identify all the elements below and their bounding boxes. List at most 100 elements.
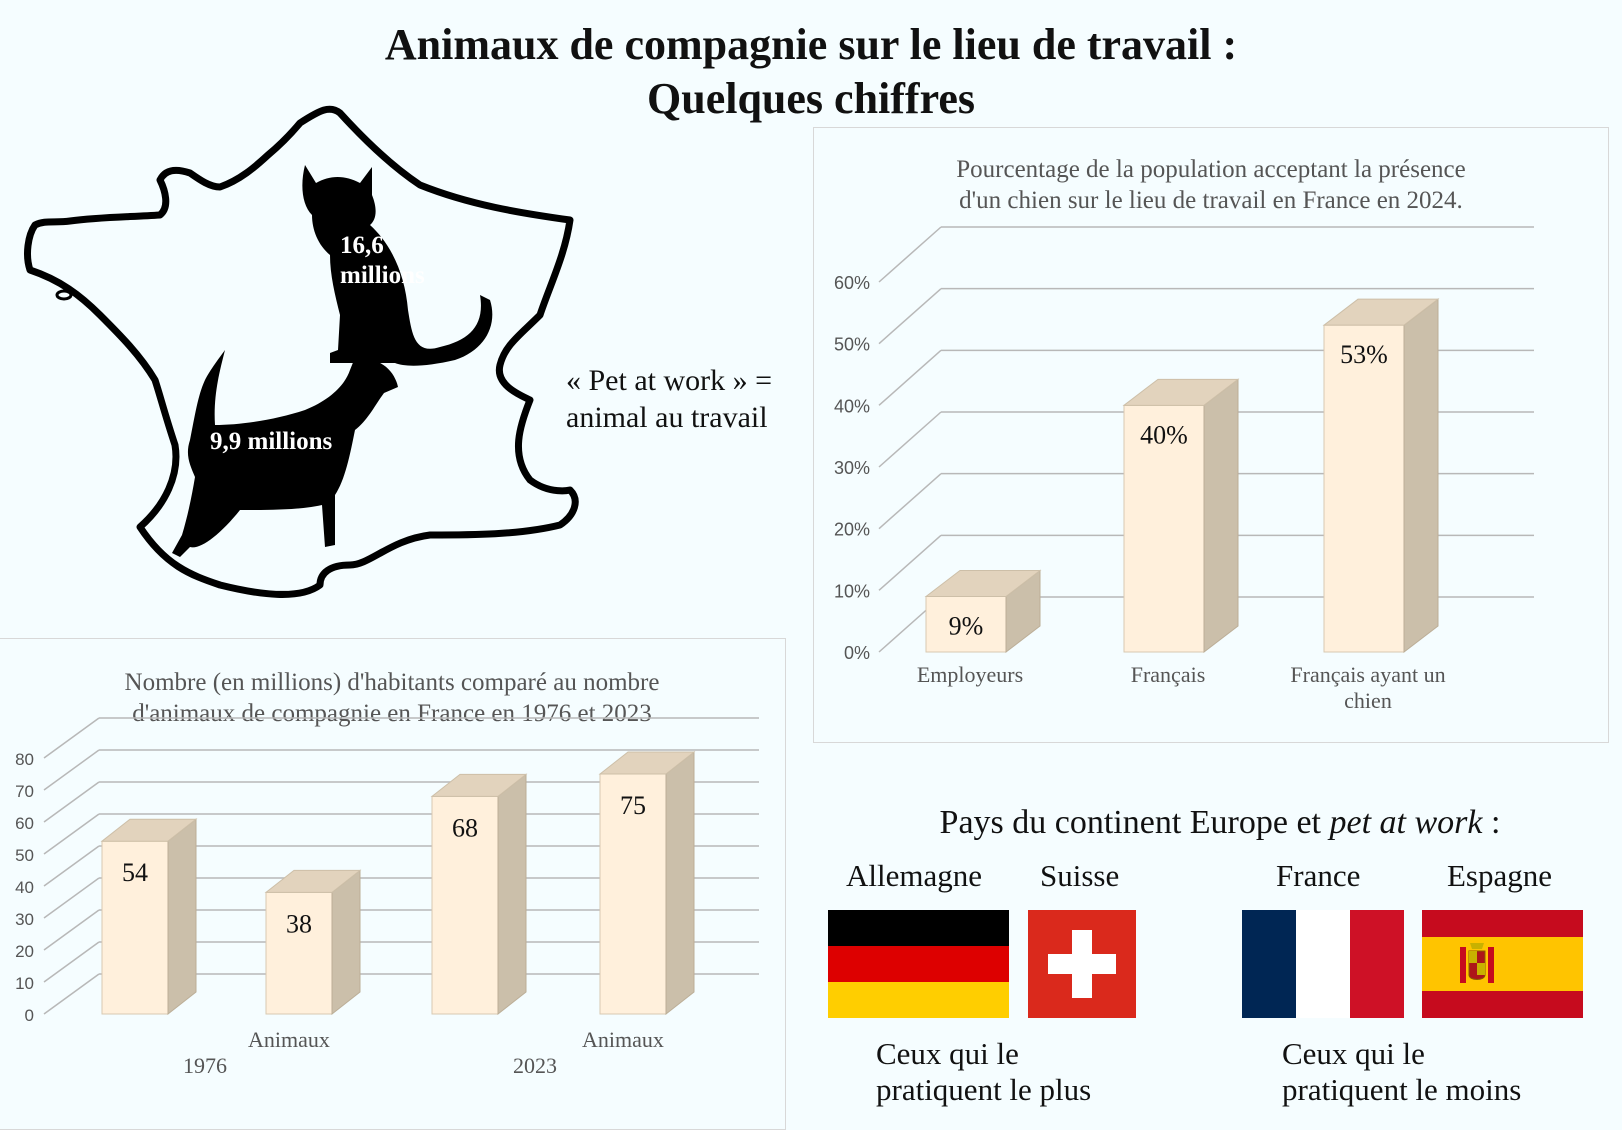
bar-side bbox=[167, 818, 197, 1016]
gridline-diagonal bbox=[43, 845, 100, 887]
gridline-diagonal bbox=[878, 226, 942, 283]
bar-top bbox=[598, 751, 696, 775]
dog-count-label: 9,9 millions bbox=[210, 428, 333, 455]
france-outline bbox=[24, 105, 579, 598]
caption-most-line-1: Ceux qui le bbox=[876, 1036, 1019, 1071]
data-label: 68 bbox=[452, 813, 478, 842]
y-tick-label: 30% bbox=[834, 458, 870, 478]
gridline-diagonal bbox=[878, 349, 942, 406]
island-shape bbox=[55, 289, 73, 301]
france-map-icon bbox=[24, 105, 579, 598]
bar-side bbox=[665, 750, 695, 1016]
definition-line-2: animal au travail bbox=[566, 401, 768, 434]
y-tick-label: 60 bbox=[15, 814, 34, 833]
bar-top bbox=[1322, 298, 1440, 326]
data-label: 38 bbox=[286, 909, 312, 938]
gridline-diagonal bbox=[43, 717, 100, 759]
page-title-line-1: Animaux de compagnie sur le lieu de trav… bbox=[384, 20, 1238, 69]
cat-icon bbox=[302, 165, 493, 366]
y-tick-label: 0% bbox=[844, 643, 870, 663]
cat-count-label: 16,6 millions bbox=[340, 231, 425, 291]
y-tick-label: 50 bbox=[15, 846, 34, 865]
x-category-label: Animaux bbox=[582, 1027, 664, 1052]
data-label: 40% bbox=[1140, 420, 1188, 449]
bar bbox=[265, 891, 333, 1015]
x-category-label: Animaux bbox=[248, 1027, 330, 1052]
chart-title-line-1: Pourcentage de la population acceptant l… bbox=[956, 156, 1466, 183]
bar bbox=[1123, 404, 1205, 653]
cat-count-value: 16,6 bbox=[340, 232, 384, 259]
europe-title-end: : bbox=[1482, 804, 1501, 841]
bar-top bbox=[430, 773, 528, 797]
chart-population-pets-plot: 0 10 20 30 40 50 60 70 80 54 38 68 75 Animaux Animaux 1… bbox=[15, 717, 759, 1078]
cat-count-unit: millions bbox=[340, 262, 425, 289]
x-category-label: Français bbox=[1131, 662, 1206, 687]
country-label-germany: Allemagne bbox=[846, 858, 983, 893]
gridline-diagonal bbox=[43, 781, 100, 823]
y-tick-label: 10 bbox=[15, 974, 34, 993]
data-label: 53% bbox=[1340, 340, 1388, 369]
x-category-label: chien bbox=[1344, 688, 1392, 713]
data-label: 54 bbox=[122, 858, 148, 887]
page-title-line-2: Quelques chiffres bbox=[647, 74, 975, 123]
france-flag-icon bbox=[1242, 910, 1404, 1018]
y-tick-label: 40% bbox=[834, 396, 870, 416]
country-label-switzerland: Suisse bbox=[1040, 858, 1120, 893]
y-tick-label: 60% bbox=[834, 273, 870, 293]
gridline-diagonal bbox=[43, 909, 100, 951]
gridline-diagonal bbox=[43, 941, 100, 983]
bar-top bbox=[924, 570, 1042, 597]
bar bbox=[1323, 324, 1405, 653]
bar bbox=[599, 773, 667, 1015]
country-label-france: France bbox=[1276, 858, 1361, 893]
y-tick-label: 10% bbox=[834, 581, 870, 601]
gridline-diagonal bbox=[43, 813, 100, 855]
data-label: 9% bbox=[949, 612, 984, 641]
chart-dog-acceptance-title: Pourcentage de la population acceptant l… bbox=[814, 154, 1608, 216]
gridline-diagonal bbox=[878, 411, 942, 468]
chart-title-line-2: d'un chien sur le lieu de travail en Fra… bbox=[959, 187, 1463, 214]
chart-population-pets-title: Nombre (en millions) d'habitants comparé… bbox=[0, 667, 785, 729]
chart-dog-acceptance-plot: 0% 10% 20% 30% 40% 50% 60% 9% Employeurs 40% Franç… bbox=[834, 226, 1534, 713]
pet-at-work-definition: « Pet at work » = animal au travail bbox=[566, 362, 772, 436]
caption-most-line-2: pratiquent le plus bbox=[876, 1072, 1092, 1107]
dog-icon bbox=[172, 345, 398, 557]
data-label: 75 bbox=[620, 791, 646, 820]
gridline-diagonal bbox=[878, 473, 942, 530]
x-category-label: Employeurs bbox=[917, 662, 1023, 687]
bar-side bbox=[497, 773, 527, 1016]
x-category-label: Français ayant un bbox=[1290, 662, 1445, 687]
bar-side bbox=[331, 869, 361, 1016]
bar bbox=[431, 795, 499, 1015]
y-tick-label: 0 bbox=[25, 1006, 34, 1025]
x-group-label: 1976 bbox=[183, 1053, 227, 1078]
gridline-diagonal bbox=[878, 288, 942, 345]
bar-top bbox=[264, 869, 362, 893]
gridline-diagonal bbox=[43, 973, 100, 1015]
france-map-illustration: 16,6 millions 9,9 millions bbox=[0, 95, 600, 635]
bar-top bbox=[100, 818, 198, 842]
gridline-diagonal bbox=[43, 749, 100, 791]
caption-least-line-2: pratiquent le moins bbox=[1282, 1072, 1522, 1107]
bar-side bbox=[1203, 378, 1239, 654]
europe-section-title: Pays du continent Europe et pet at work … bbox=[820, 804, 1620, 842]
spain-coat-of-arms-icon bbox=[1460, 943, 1494, 983]
caption-most-practice: Ceux qui le pratiquent le plus bbox=[876, 1036, 1091, 1108]
chart-dog-acceptance: Pourcentage de la population acceptant l… bbox=[813, 127, 1609, 743]
x-group-label: 2023 bbox=[513, 1053, 557, 1078]
switzerland-flag-icon bbox=[1028, 910, 1136, 1018]
chart-population-pets: Nombre (en millions) d'habitants comparé… bbox=[0, 638, 786, 1130]
caption-least-practice: Ceux qui le pratiquent le moins bbox=[1282, 1036, 1521, 1108]
definition-line-1: « Pet at work » = bbox=[566, 364, 773, 397]
y-tick-label: 20% bbox=[834, 520, 870, 540]
country-label-spain: Espagne bbox=[1447, 858, 1553, 893]
gridline-diagonal bbox=[878, 534, 942, 591]
chart-title-line-2: d'animaux de compagnie en France en 1976… bbox=[132, 700, 652, 727]
bar bbox=[925, 596, 1007, 653]
y-tick-label: 50% bbox=[834, 335, 870, 355]
page-title: Animaux de compagnie sur le lieu de trav… bbox=[0, 18, 1622, 126]
spain-flag-icon bbox=[1422, 910, 1583, 1018]
y-tick-label: 80 bbox=[15, 750, 34, 769]
europe-title-italic: pet at work bbox=[1329, 804, 1483, 841]
germany-flag-icon bbox=[828, 910, 1009, 1018]
